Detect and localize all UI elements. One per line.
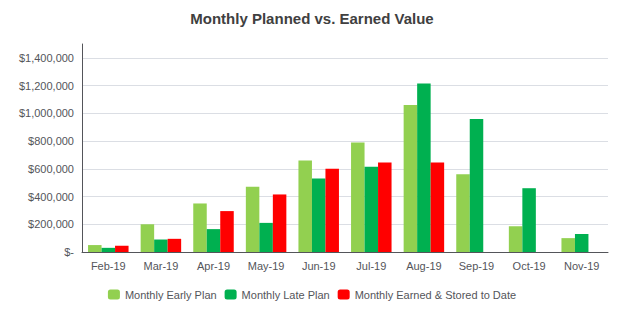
svg-text:Aug-19: Aug-19 bbox=[406, 260, 441, 272]
svg-text:$400,000: $400,000 bbox=[28, 191, 74, 203]
svg-text:Feb-19: Feb-19 bbox=[91, 260, 126, 272]
svg-text:$600,000: $600,000 bbox=[28, 163, 74, 175]
svg-text:Sep-19: Sep-19 bbox=[459, 260, 494, 272]
svg-text:Nov-19: Nov-19 bbox=[564, 260, 599, 272]
svg-text:$1,000,000: $1,000,000 bbox=[19, 107, 74, 119]
svg-text:Monthly Earned & Stored to Dat: Monthly Earned & Stored to Date bbox=[355, 289, 516, 301]
svg-text:Mar-19: Mar-19 bbox=[143, 260, 178, 272]
svg-text:Jun-19: Jun-19 bbox=[302, 260, 336, 272]
svg-text:Apr-19: Apr-19 bbox=[197, 260, 230, 272]
svg-text:$800,000: $800,000 bbox=[28, 135, 74, 147]
svg-text:$-: $- bbox=[64, 246, 74, 258]
svg-text:Monthly Late Plan: Monthly Late Plan bbox=[242, 289, 330, 301]
svg-text:May-19: May-19 bbox=[248, 260, 285, 272]
svg-text:Monthly Early Plan: Monthly Early Plan bbox=[125, 289, 217, 301]
svg-text:Jul-19: Jul-19 bbox=[356, 260, 386, 272]
svg-text:Monthly Planned vs. Earned Val: Monthly Planned vs. Earned Value bbox=[190, 10, 433, 27]
svg-text:$1,400,000: $1,400,000 bbox=[19, 52, 74, 64]
svg-text:$200,000: $200,000 bbox=[28, 218, 74, 230]
svg-text:Oct-19: Oct-19 bbox=[513, 260, 546, 272]
svg-text:$1,200,000: $1,200,000 bbox=[19, 80, 74, 92]
